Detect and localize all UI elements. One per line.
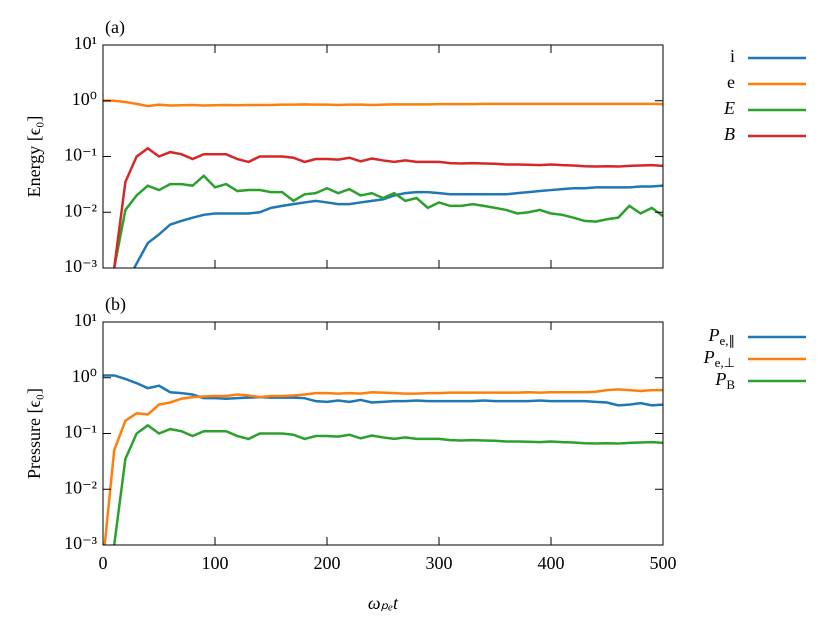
legend-label: B [724,124,735,144]
panel-label: (b) [105,294,126,315]
legend-name: E [723,98,735,118]
series-line [132,184,663,268]
legend-subscript: e,∥ [719,333,735,348]
y-tick-label: 10¹ [74,33,97,53]
legend-name: P [703,347,715,367]
y-tick-label: 10⁰ [72,366,97,386]
legend-name: i [730,46,735,66]
y-tick-label: 10⁻¹ [64,145,97,165]
x-tick-label: 300 [426,553,453,573]
series-line [103,374,663,407]
legend-label: PB [714,369,735,392]
y-axis-label: Pressure [ϵ₀] [24,388,44,479]
legend-name: P [714,369,726,389]
x-tick-label: 400 [538,553,565,573]
y-tick-label: 10⁻¹ [64,422,97,442]
series-line [103,99,663,108]
legend-subscript: e,⊥ [715,355,735,370]
y-tick-label: 10⁻³ [64,533,98,553]
legend-label: Pe,⊥ [703,347,735,370]
legend-name: B [724,124,735,144]
x-tick-label: 200 [314,553,341,573]
y-tick-label: 10¹ [74,310,97,330]
legend-label: E [723,98,735,118]
series-line [103,388,663,545]
y-tick-label: 10⁻² [64,477,97,497]
y-tick-label: 10⁻² [64,200,97,220]
y-axis-label: Energy [ϵ₀] [24,116,44,198]
series-line [112,174,663,268]
legend-name: e [727,72,735,92]
x-tick-label: 0 [99,553,108,573]
legend-label: e [727,72,735,92]
legend-label: i [730,46,735,66]
panel-label: (a) [105,17,125,38]
x-tick-label: 500 [650,553,677,573]
series-line [112,423,663,545]
x-axis-label: ωₚₑt [368,593,399,613]
y-tick-label: 10⁰ [72,89,97,109]
series-line [112,146,663,268]
legend-name: P [707,325,719,345]
legend-subscript: B [726,377,735,392]
y-tick-label: 10⁻³ [64,256,98,276]
x-tick-label: 100 [202,553,229,573]
legend-label: Pe,∥ [707,325,735,348]
